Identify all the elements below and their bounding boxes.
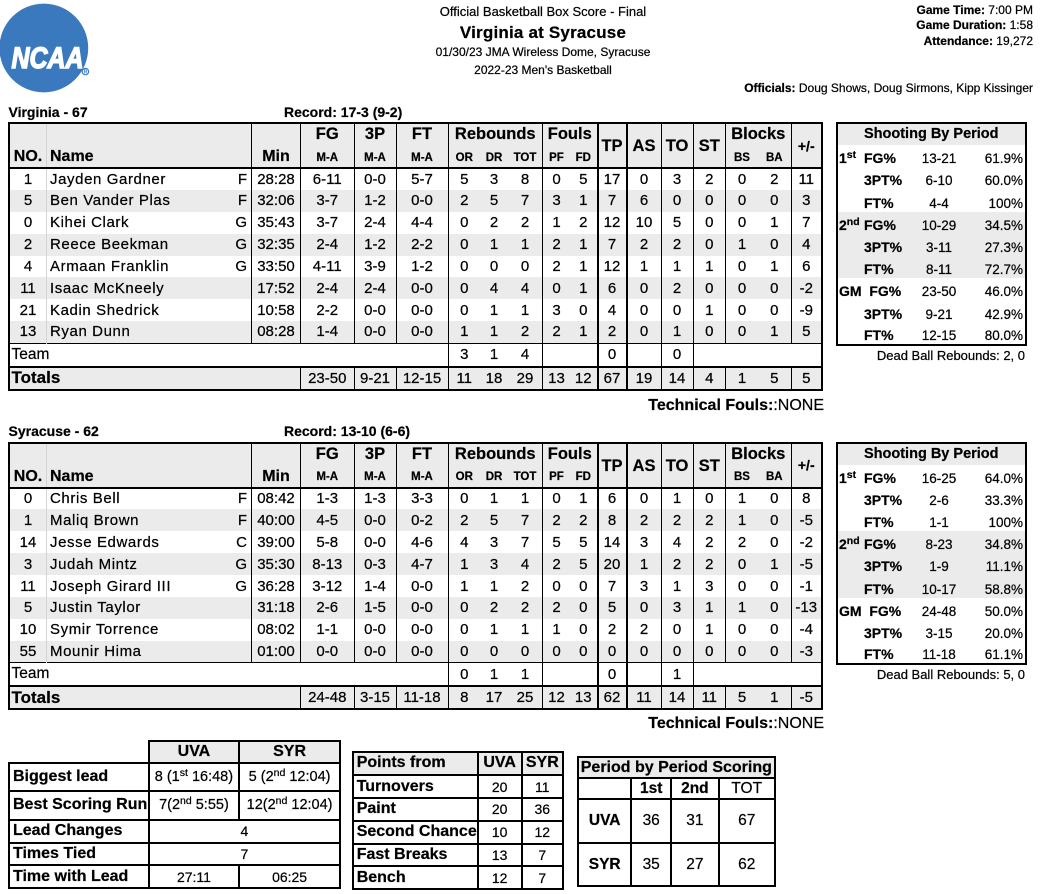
svg-text:NCAA: NCAA — [12, 42, 84, 75]
svg-text:R: R — [84, 69, 88, 75]
